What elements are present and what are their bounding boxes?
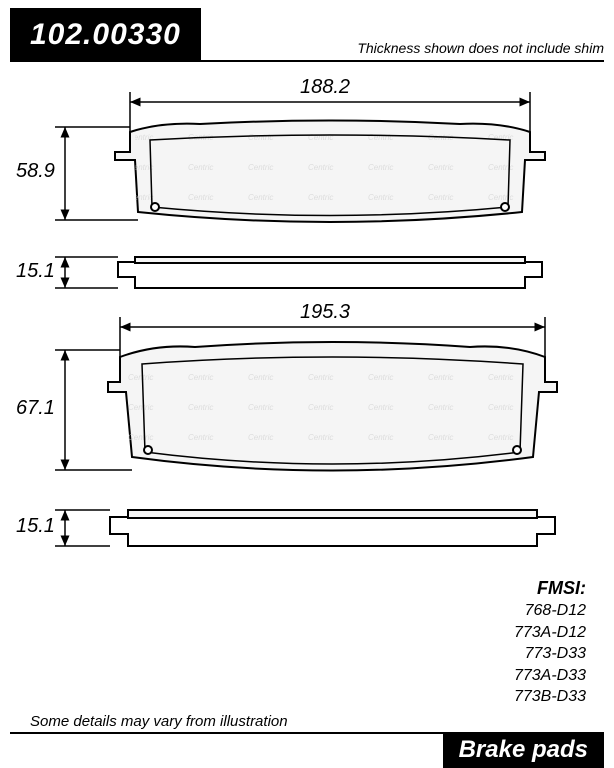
- fmsi-block: FMSI: 768-D12 773A-D12 773-D33 773A-D33 …: [514, 576, 586, 708]
- footer-label: Brake pads: [443, 732, 604, 768]
- fmsi-title: FMSI:: [514, 576, 586, 600]
- pad2-face: [55, 317, 557, 471]
- pad2-plate: [55, 510, 555, 546]
- detail-note: Some details may vary from illustration: [30, 713, 288, 730]
- dim-pad2-thickness: 15.1: [16, 515, 55, 538]
- fmsi-code: 773A-D12: [514, 622, 586, 644]
- fmsi-code: 773-D33: [514, 643, 586, 665]
- fmsi-code: 773A-D33: [514, 665, 586, 687]
- pad1-face: [55, 92, 545, 222]
- technical-drawing: Centric: [0, 62, 614, 642]
- dim-pad2-height: 67.1: [16, 397, 55, 420]
- dim-pad1-width: 188.2: [300, 76, 350, 99]
- diagram-area: Centric: [0, 62, 614, 642]
- fmsi-code: 773B-D33: [514, 686, 586, 708]
- dim-pad1-thickness: 15.1: [16, 260, 55, 283]
- thickness-note: Thickness shown does not include shim: [201, 40, 604, 62]
- part-number: 102.00330: [30, 18, 181, 51]
- pad1-plate: [55, 257, 542, 288]
- dim-pad2-width: 195.3: [300, 301, 350, 324]
- fmsi-code: 768-D12: [514, 600, 586, 622]
- dim-pad1-height: 58.9: [16, 160, 55, 183]
- header: 102.00330 Thickness shown does not inclu…: [0, 0, 614, 62]
- part-number-box: 102.00330: [10, 8, 201, 62]
